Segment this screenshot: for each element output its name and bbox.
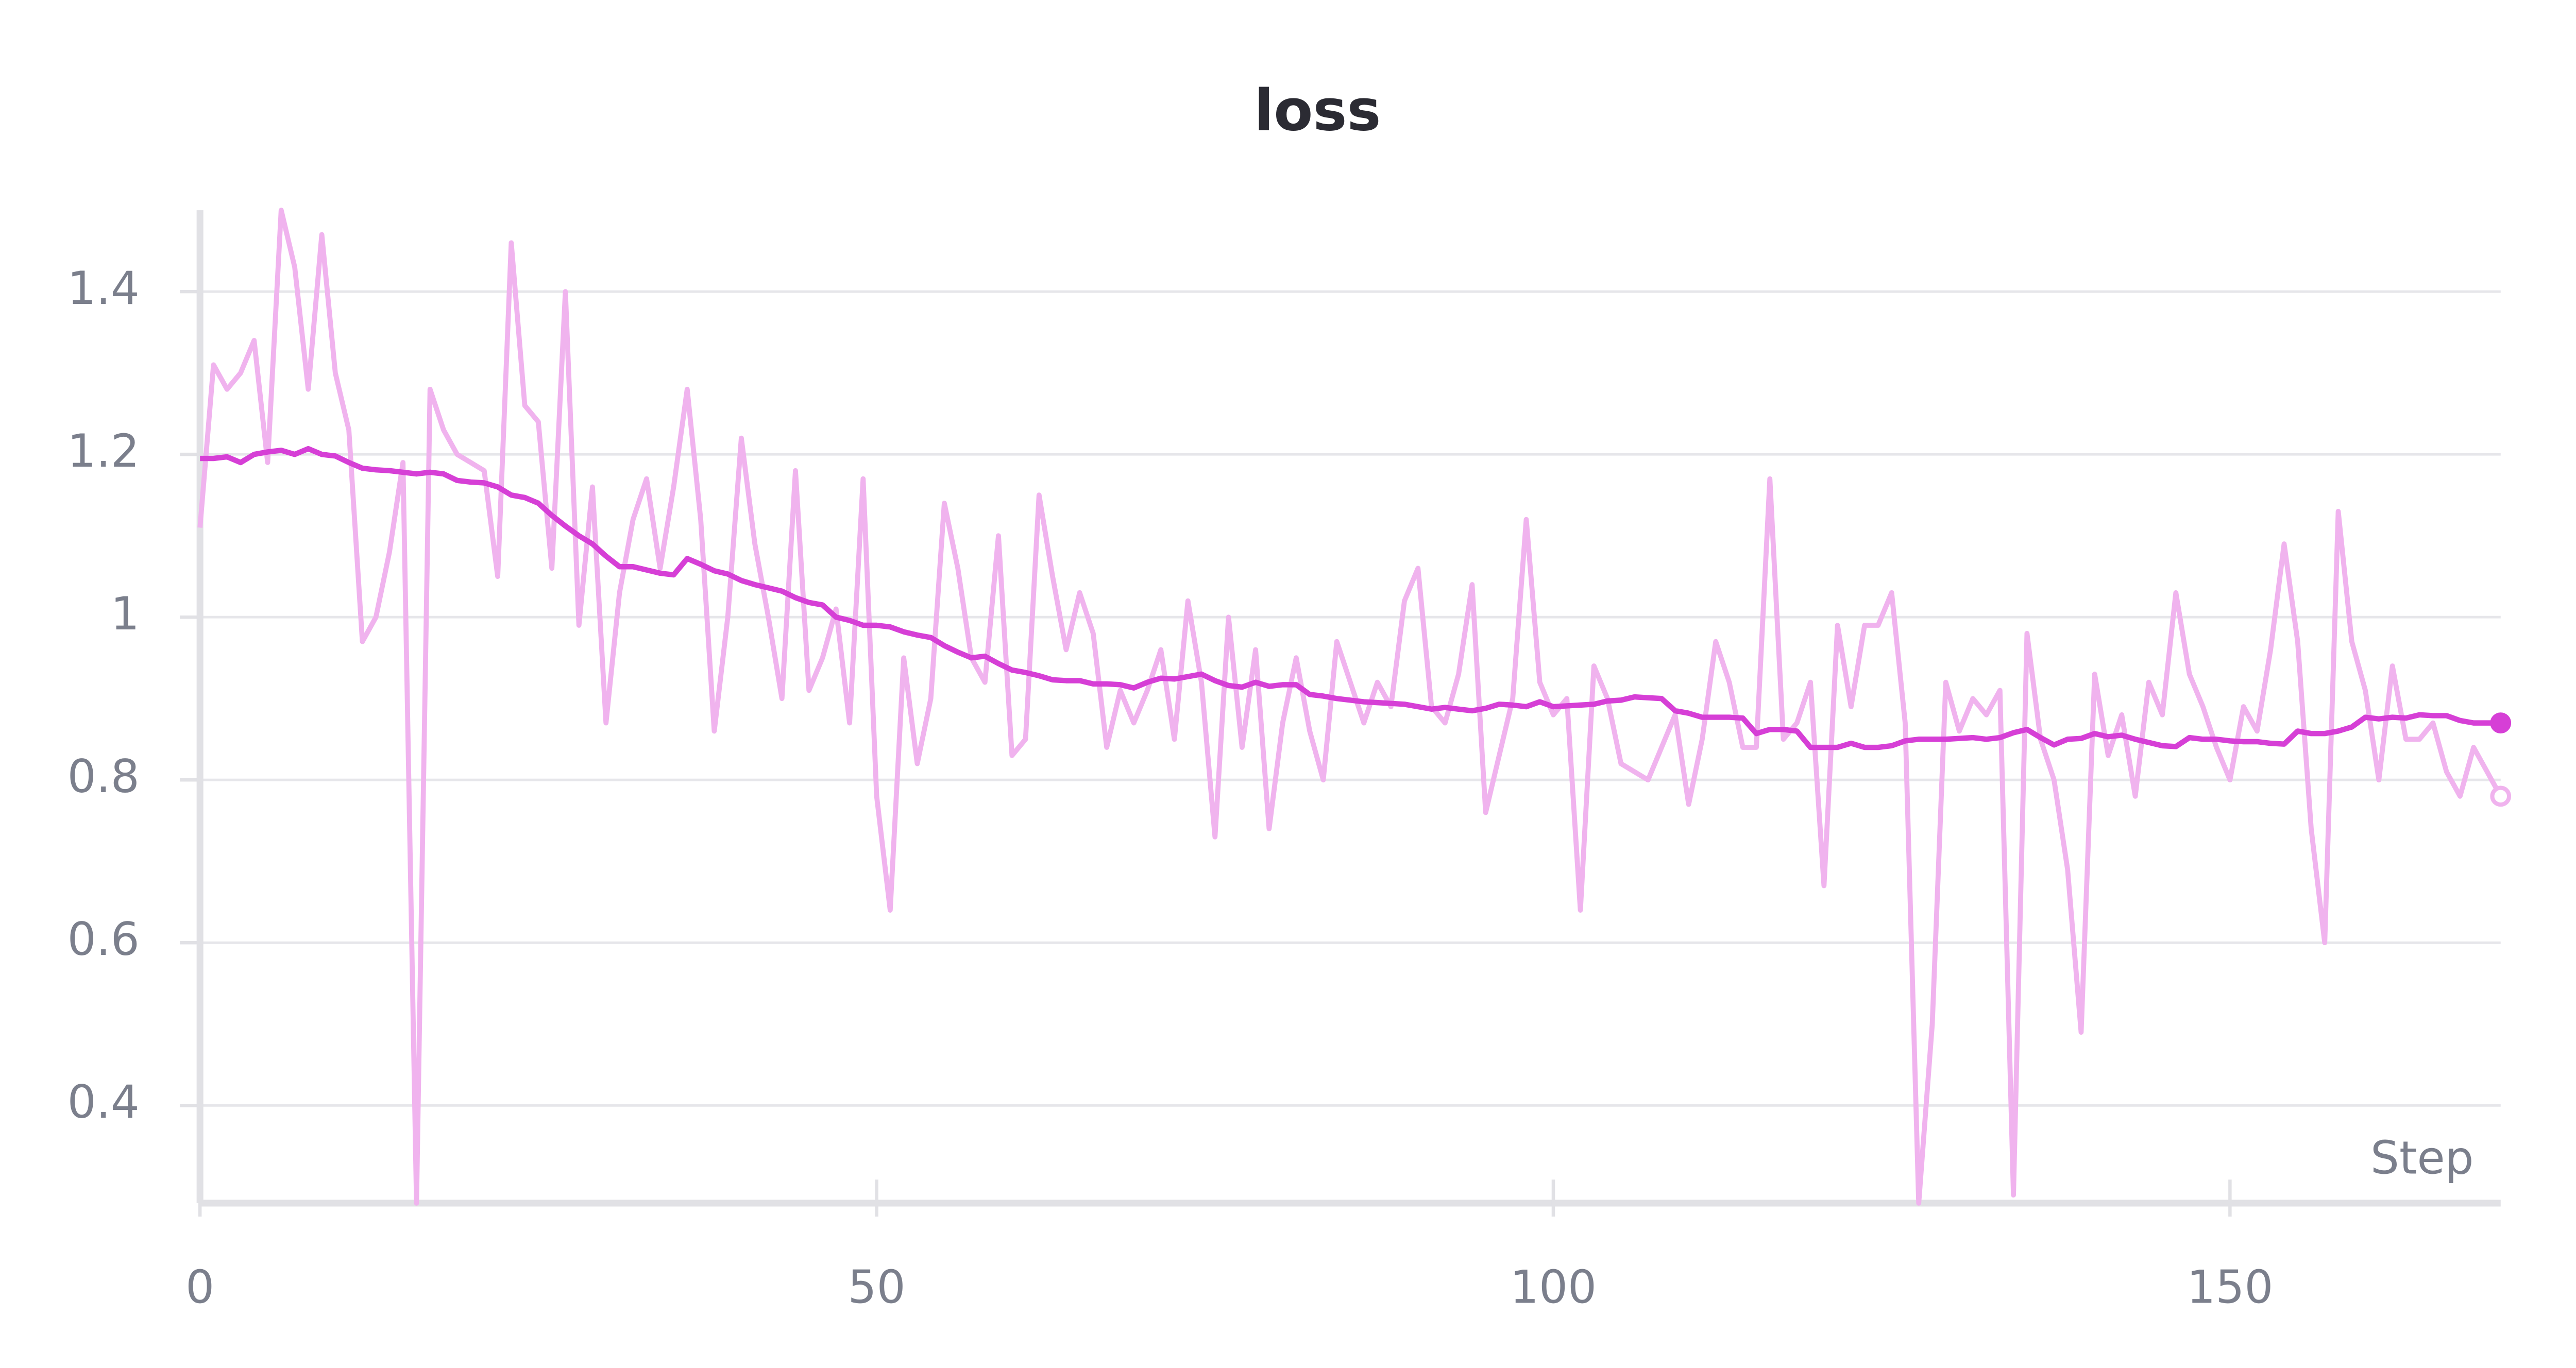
y-tick-label: 0.4 <box>67 1075 140 1128</box>
end-point <box>2490 712 2512 734</box>
end-point <box>2490 785 2512 807</box>
y-tick-label: 1 <box>111 587 140 640</box>
x-tick-label: 0 <box>185 1260 214 1313</box>
y-tick-label: 1.2 <box>67 424 140 477</box>
x-tick-label: 50 <box>848 1260 906 1313</box>
series-line <box>200 446 2501 750</box>
x-tick-label: 150 <box>2187 1260 2273 1313</box>
y-tick-label: 0.6 <box>67 913 140 966</box>
series-line <box>197 208 2503 1206</box>
y-tick-label: 1.4 <box>67 262 140 315</box>
chart-title: loss <box>1254 77 1381 144</box>
y-tick-label: 0.8 <box>67 750 140 803</box>
x-tick-label: 100 <box>1510 1260 1597 1313</box>
x-axis-label: Step <box>2370 1131 2474 1184</box>
